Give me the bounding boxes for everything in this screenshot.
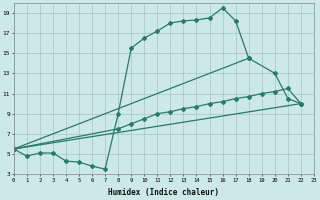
X-axis label: Humidex (Indice chaleur): Humidex (Indice chaleur) [108,188,220,197]
